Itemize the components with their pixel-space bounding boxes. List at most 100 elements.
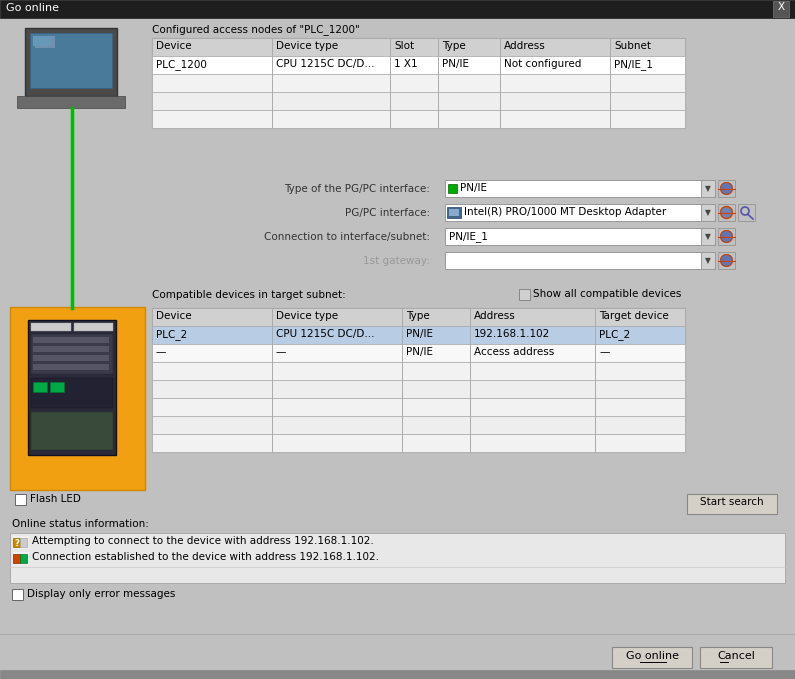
- Bar: [31, 334, 113, 374]
- Bar: [701, 204, 715, 221]
- Bar: [33, 364, 109, 370]
- Bar: [448, 184, 457, 193]
- Bar: [701, 228, 715, 245]
- Bar: [718, 180, 735, 197]
- Text: PLC_2: PLC_2: [599, 329, 630, 340]
- Text: Intel(R) PRO/1000 MT Desktop Adapter: Intel(R) PRO/1000 MT Desktop Adapter: [464, 207, 666, 217]
- Bar: [445, 252, 715, 269]
- Bar: [152, 56, 685, 74]
- Bar: [15, 494, 26, 505]
- Bar: [31, 412, 113, 450]
- Text: Display only error messages: Display only error messages: [27, 589, 176, 599]
- Text: ▼: ▼: [705, 256, 711, 265]
- Text: —: —: [156, 347, 166, 357]
- Text: Show all compatible devices: Show all compatible devices: [533, 289, 681, 299]
- Text: Cancel: Cancel: [717, 651, 755, 661]
- Text: ▼: ▼: [705, 208, 711, 217]
- Circle shape: [720, 206, 732, 219]
- Text: Address: Address: [474, 311, 516, 321]
- Bar: [445, 228, 715, 245]
- Bar: [687, 494, 777, 514]
- Bar: [152, 434, 685, 452]
- Text: Connection established to the device with address 192.168.1.102.: Connection established to the device wit…: [32, 552, 379, 562]
- Bar: [10, 307, 145, 490]
- Bar: [74, 323, 113, 331]
- Text: 192.168.1.102: 192.168.1.102: [474, 329, 550, 339]
- Text: Connection to interface/subnet:: Connection to interface/subnet:: [264, 232, 430, 242]
- Bar: [152, 344, 685, 362]
- Bar: [738, 204, 755, 221]
- Bar: [152, 380, 685, 398]
- Bar: [33, 337, 109, 343]
- Bar: [445, 180, 715, 197]
- Circle shape: [720, 230, 732, 242]
- Bar: [31, 378, 113, 408]
- Bar: [701, 180, 715, 197]
- Text: ?: ?: [14, 539, 19, 548]
- Text: PLC_2: PLC_2: [156, 329, 188, 340]
- Bar: [718, 204, 735, 221]
- Text: Compatible devices in target subnet:: Compatible devices in target subnet:: [152, 290, 346, 300]
- Text: Device: Device: [156, 41, 192, 51]
- Text: Go online: Go online: [626, 651, 678, 661]
- Bar: [152, 38, 685, 56]
- Text: Target device: Target device: [599, 311, 669, 321]
- Bar: [17, 96, 125, 108]
- Text: Device: Device: [156, 311, 192, 321]
- Text: 1st gateway:: 1st gateway:: [363, 256, 430, 266]
- Text: CPU 1215C DC/D...: CPU 1215C DC/D...: [276, 329, 374, 339]
- Bar: [701, 252, 715, 269]
- Text: PN/IE_1: PN/IE_1: [449, 231, 488, 242]
- Text: Type: Type: [442, 41, 466, 51]
- Bar: [30, 33, 112, 88]
- Circle shape: [720, 255, 732, 266]
- Bar: [700, 647, 772, 668]
- Bar: [35, 36, 55, 48]
- Bar: [33, 346, 109, 352]
- Text: PN/IE: PN/IE: [460, 183, 487, 193]
- Text: —: —: [276, 347, 286, 357]
- Text: Slot: Slot: [394, 41, 414, 51]
- Text: PN/IE: PN/IE: [406, 347, 433, 357]
- Text: ▼: ▼: [705, 232, 711, 241]
- Text: Flash LED: Flash LED: [30, 494, 81, 504]
- Bar: [152, 38, 685, 128]
- Bar: [152, 416, 685, 434]
- Text: Online status information:: Online status information:: [12, 519, 149, 529]
- Bar: [612, 647, 692, 668]
- Bar: [152, 362, 685, 380]
- Bar: [152, 74, 685, 92]
- Bar: [13, 536, 29, 549]
- Text: PLC_1200: PLC_1200: [156, 59, 207, 70]
- Bar: [33, 355, 109, 361]
- Bar: [152, 308, 685, 326]
- Bar: [152, 92, 685, 110]
- Text: Subnet: Subnet: [614, 41, 651, 51]
- Bar: [13, 554, 20, 563]
- Bar: [152, 308, 685, 452]
- Text: 1 X1: 1 X1: [394, 59, 417, 69]
- Bar: [773, 1, 789, 17]
- Text: CPU 1215C DC/D...: CPU 1215C DC/D...: [276, 59, 374, 69]
- Text: PN/IE: PN/IE: [442, 59, 469, 69]
- Bar: [28, 320, 116, 455]
- Text: PN/IE: PN/IE: [406, 329, 433, 339]
- Text: PG/PC interface:: PG/PC interface:: [345, 208, 430, 218]
- Text: Not configured: Not configured: [504, 59, 581, 69]
- Bar: [718, 252, 735, 269]
- Bar: [0, 670, 795, 679]
- Circle shape: [720, 183, 732, 194]
- Bar: [445, 204, 715, 221]
- Text: Type of the PG/PC interface:: Type of the PG/PC interface:: [284, 184, 430, 194]
- Bar: [33, 36, 51, 46]
- Text: Access address: Access address: [474, 347, 554, 357]
- Bar: [449, 209, 459, 216]
- Bar: [0, 0, 795, 18]
- Text: Configured access nodes of "PLC_1200": Configured access nodes of "PLC_1200": [152, 24, 360, 35]
- Bar: [447, 207, 461, 218]
- Bar: [20, 538, 27, 547]
- Bar: [25, 28, 117, 96]
- Bar: [519, 289, 530, 300]
- Text: Start search: Start search: [700, 497, 764, 507]
- Text: Go online: Go online: [6, 3, 59, 13]
